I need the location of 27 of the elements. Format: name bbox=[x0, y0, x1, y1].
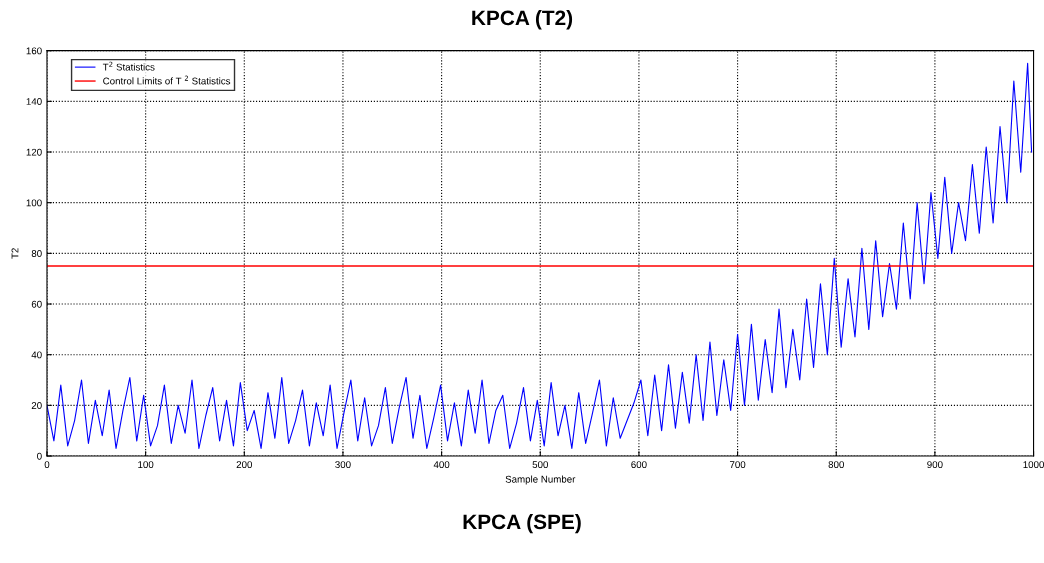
y-tick-label: 40 bbox=[31, 351, 42, 359]
x-tick-label: 600 bbox=[631, 461, 647, 469]
text: KPCA (SPE) bbox=[463, 513, 581, 534]
x-axis-title: Sample Number bbox=[505, 475, 576, 485]
x-tick-label: 0 bbox=[44, 461, 50, 469]
y-tick-label: 160 bbox=[26, 47, 42, 55]
y-axis-title: T2 bbox=[11, 248, 19, 259]
y-tick-label: 100 bbox=[26, 199, 42, 207]
x-tick-label: 200 bbox=[236, 461, 253, 469]
x-tick-label: 500 bbox=[532, 461, 548, 469]
y-tick-label: 0 bbox=[37, 452, 42, 460]
legend-label: T$^{2}$ Statistics bbox=[102, 61, 155, 71]
chart-title: KPCA (T2) bbox=[472, 9, 573, 30]
legend-label: Control Limits of T $^{2}$ Statistics bbox=[103, 75, 231, 85]
x-tick-label: 300 bbox=[335, 461, 351, 469]
x-tick-label: 800 bbox=[828, 461, 844, 469]
y-tick-label: 60 bbox=[31, 300, 42, 308]
y-tick-label: 140 bbox=[26, 98, 42, 105]
line-series bbox=[46, 62, 1033, 449]
x-tick-label: 400 bbox=[433, 461, 450, 469]
y-tick-label: 120 bbox=[26, 148, 42, 156]
x-tick-label: 700 bbox=[729, 461, 746, 469]
x-tick-label: 1000 bbox=[1023, 461, 1044, 469]
x-tick-label: 900 bbox=[927, 461, 943, 469]
x-tick-label: 100 bbox=[138, 461, 154, 469]
y-tick-label: 80 bbox=[31, 250, 42, 257]
y-tick-label: 20 bbox=[31, 402, 42, 409]
